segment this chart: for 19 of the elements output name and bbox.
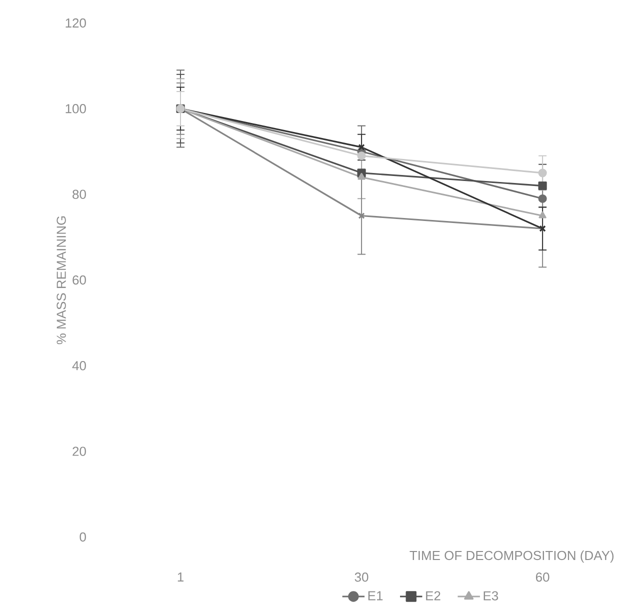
y-tick-label: 80 bbox=[72, 190, 86, 199]
point bbox=[357, 151, 366, 160]
x-tick-label: 60 bbox=[536, 572, 550, 582]
y-tick-label: 100 bbox=[66, 104, 86, 114]
x-axis-title: TIME OF DECOMPOSITION (DAY) bbox=[410, 550, 614, 563]
legend-label: E1 bbox=[368, 591, 383, 600]
y-tick-label: 60 bbox=[72, 275, 86, 285]
legend-label: E2 bbox=[426, 591, 440, 600]
x-tick-label: 30 bbox=[354, 572, 368, 582]
y-tick-label: 120 bbox=[66, 18, 86, 28]
y-tick-label: 20 bbox=[72, 446, 86, 456]
x-tick-label: 1 bbox=[178, 572, 184, 582]
legend-label: E3 bbox=[484, 591, 498, 600]
point bbox=[538, 168, 547, 178]
point bbox=[538, 181, 547, 190]
y-axis-title: % MASS REMAINING bbox=[56, 216, 66, 344]
point bbox=[538, 194, 547, 203]
y-tick-label: 0 bbox=[80, 532, 86, 542]
y-tick-label: 40 bbox=[72, 361, 86, 370]
